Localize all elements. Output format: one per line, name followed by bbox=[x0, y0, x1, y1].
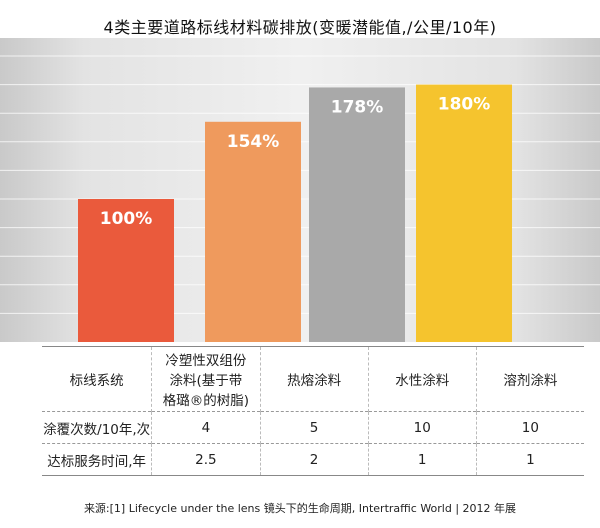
table-cell: 5 bbox=[259, 411, 369, 444]
header-line: 格璐®的树脂) bbox=[162, 393, 250, 409]
bar-chart: 100% 154% 178% 180% bbox=[0, 55, 600, 342]
bar-value-label: 100% bbox=[100, 209, 153, 229]
table-header-label: 标线系统 bbox=[42, 346, 152, 412]
bar-value-label: 180% bbox=[438, 95, 491, 115]
chart-area: 100% 154% 178% 180% bbox=[0, 38, 600, 342]
table-header-cell: 冷塑性双组份 涂料(基于带 格璐®的树脂) bbox=[151, 346, 261, 412]
table-cell: 10 bbox=[367, 411, 477, 444]
table-cell: 10 bbox=[475, 411, 584, 444]
bar bbox=[416, 84, 512, 342]
row-label: 涂覆次数/10年,次 bbox=[42, 411, 152, 444]
table-header-cell: 热熔涂料 bbox=[259, 346, 369, 412]
bar-value-label: 154% bbox=[227, 132, 280, 152]
table-row: 达标服务时间,年 2.5 2 1 1 bbox=[42, 443, 584, 476]
table-cell: 2.5 bbox=[151, 443, 261, 476]
bar bbox=[78, 199, 174, 342]
bar-value-label: 178% bbox=[331, 97, 384, 117]
source-note: 来源:[1] Lifecycle under the lens 镜头下的生命周期… bbox=[83, 502, 517, 515]
table-header-cell: 溶剂涂料 bbox=[475, 346, 584, 412]
comparison-table: 标线系统 冷塑性双组份 涂料(基于带 格璐®的树脂) 热熔涂料 水性涂料 溶剂涂… bbox=[42, 346, 584, 476]
header-line: 冷塑性双组份 bbox=[165, 353, 247, 369]
header-line: 热熔涂料 bbox=[287, 373, 342, 389]
table-cell: 4 bbox=[151, 411, 261, 444]
table-cell: 1 bbox=[367, 443, 477, 476]
table-row: 涂覆次数/10年,次 4 5 10 10 bbox=[42, 411, 584, 444]
table-header-cell: 水性涂料 bbox=[367, 346, 477, 412]
table-cell: 1 bbox=[475, 443, 584, 476]
table-header-row: 标线系统 冷塑性双组份 涂料(基于带 格璐®的树脂) 热熔涂料 水性涂料 溶剂涂… bbox=[42, 346, 584, 412]
bar bbox=[309, 87, 405, 342]
chart-title: 4类主要道路标线材料碳排放(变暖潜能值,/公里/10年) bbox=[103, 18, 497, 37]
header-line: 水性涂料 bbox=[395, 373, 450, 389]
table-cell: 2 bbox=[259, 443, 369, 476]
row-label: 达标服务时间,年 bbox=[42, 443, 152, 476]
header-line: 涂料(基于带 bbox=[169, 373, 243, 389]
bar bbox=[205, 121, 301, 342]
header-line: 溶剂涂料 bbox=[503, 373, 558, 389]
